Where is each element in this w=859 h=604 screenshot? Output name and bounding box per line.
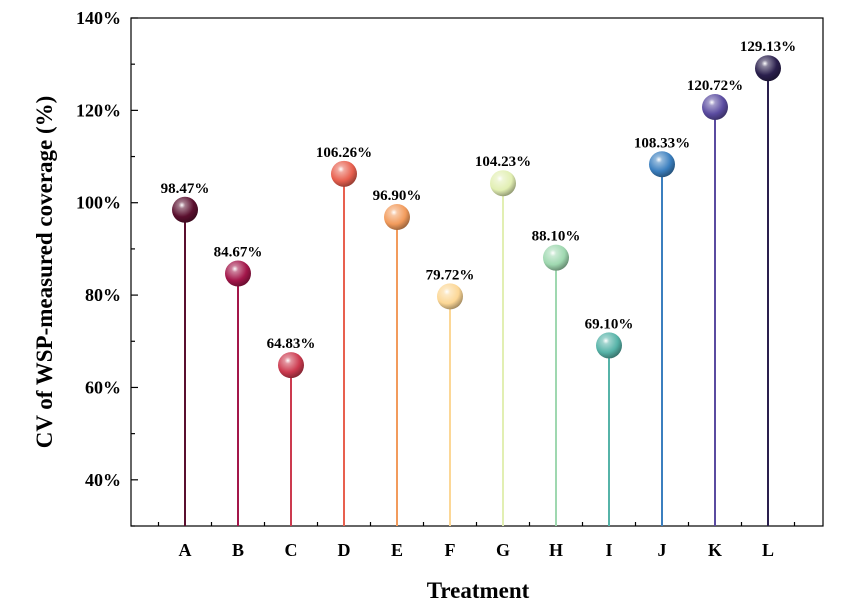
data-label: 108.33%: [634, 135, 690, 151]
x-tick-label: D: [338, 540, 351, 560]
lollipop-point: [278, 352, 304, 379]
x-tick-label: J: [658, 540, 667, 560]
x-tick-label: A: [179, 540, 192, 560]
data-label: 106.26%: [316, 145, 372, 161]
axes: 40% 60% 80% 100% 120% 140% A B C D E F G H I J K L: [76, 8, 824, 560]
data-label: 64.83%: [267, 336, 316, 352]
lollipop-point: [384, 204, 410, 231]
x-axis-title: Treatment: [427, 578, 530, 603]
x-tick-label: G: [496, 540, 510, 560]
x-tick-label: I: [605, 540, 612, 560]
y-axis-title: CV of WSP-measured coverage (%): [32, 96, 57, 449]
lollipop-point: [543, 244, 569, 271]
lollipop-point: [225, 260, 251, 287]
x-tick-label: B: [232, 540, 244, 560]
lollipop-point: [437, 283, 463, 310]
lollipop-point: [596, 332, 622, 359]
chart-labels: 98.47% 84.67% 64.83% 106.26% 96.90% 79.72% 104…: [161, 39, 797, 352]
lollipop-point: [702, 94, 728, 121]
lollipop-point: [331, 160, 357, 187]
y-tick-label: 80%: [85, 285, 121, 305]
x-tick-label: F: [445, 540, 456, 560]
y-tick-label: 40%: [85, 470, 121, 490]
x-tick-label: L: [762, 540, 774, 560]
lollipop-point: [649, 151, 675, 178]
y-tick-label: 120%: [76, 100, 121, 120]
y-tick-label: 140%: [76, 8, 121, 28]
y-tick-label: 100%: [76, 193, 121, 213]
chart-marks: [172, 55, 781, 526]
data-label: 79.72%: [426, 267, 475, 283]
data-label: 98.47%: [161, 181, 210, 197]
lollipop-point: [172, 196, 198, 223]
data-label: 69.10%: [585, 316, 634, 332]
data-label: 120.72%: [687, 78, 743, 94]
x-tick-label: K: [708, 540, 722, 560]
x-tick-label: E: [391, 540, 403, 560]
data-label: 129.13%: [740, 39, 796, 55]
data-label: 84.67%: [214, 245, 263, 261]
x-tick-label: C: [285, 540, 298, 560]
data-label: 96.90%: [373, 188, 422, 204]
data-label: 88.10%: [532, 229, 581, 245]
x-tick-label: H: [549, 540, 563, 560]
y-tick-label: 60%: [85, 377, 121, 397]
data-label: 104.23%: [475, 154, 531, 170]
lollipop-point: [755, 55, 781, 82]
lollipop-point: [490, 170, 516, 197]
